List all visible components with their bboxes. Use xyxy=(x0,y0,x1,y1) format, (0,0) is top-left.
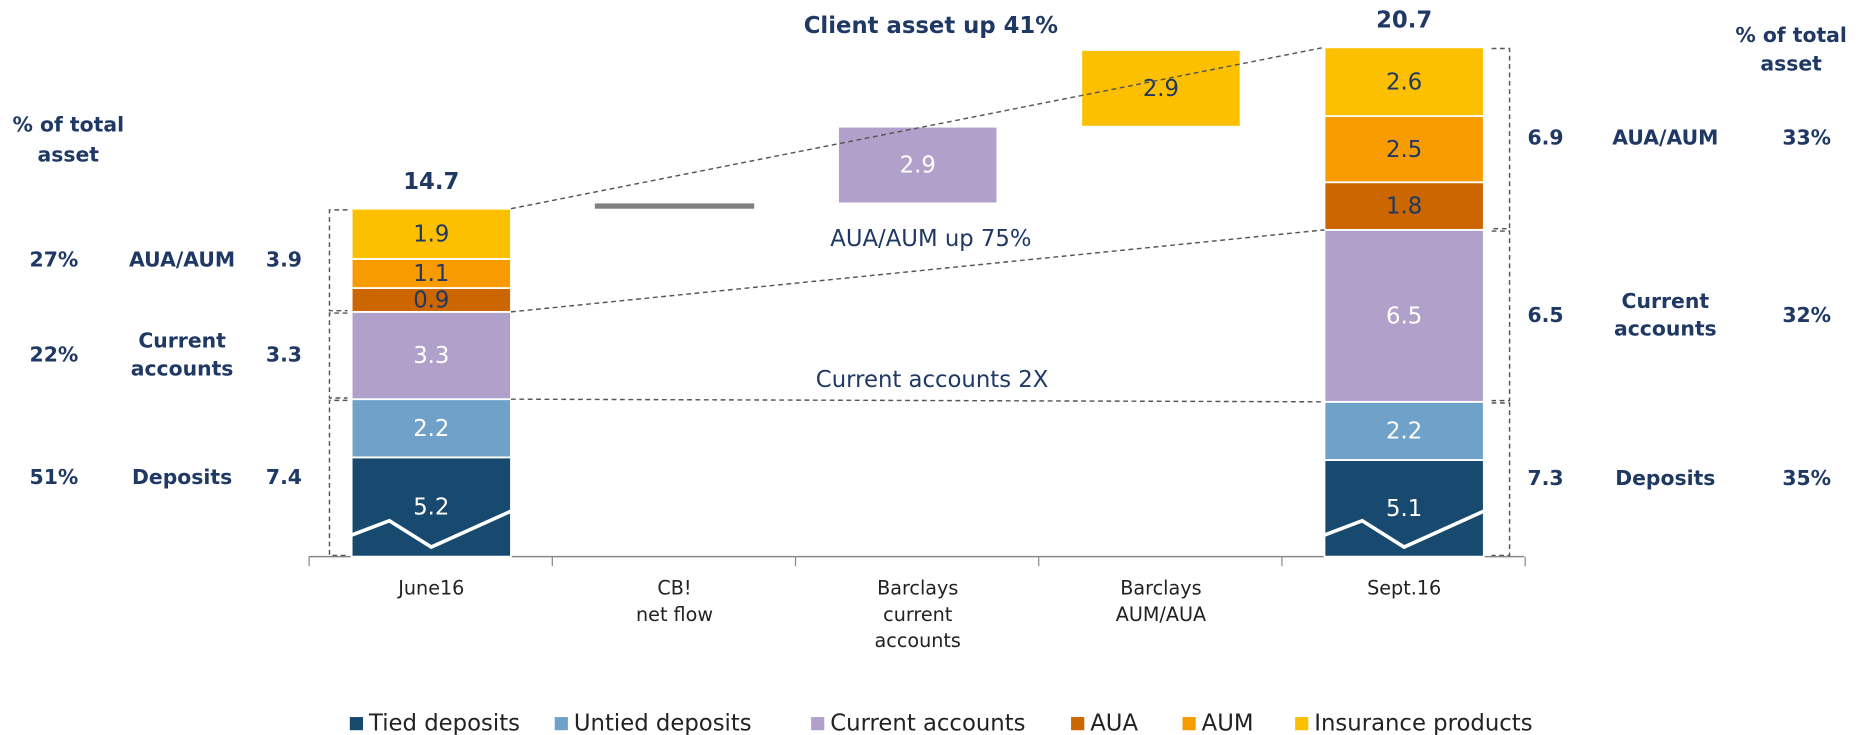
total-label: 20.7 xyxy=(1376,7,1432,33)
axis-break xyxy=(350,509,512,550)
legend-swatch xyxy=(1071,717,1085,731)
legend-label: Untied deposits xyxy=(574,711,752,735)
bracket xyxy=(1491,47,1511,230)
panel-header: asset xyxy=(1760,52,1822,76)
group-name: accounts xyxy=(131,356,234,380)
connector xyxy=(510,229,1325,313)
bar-segment xyxy=(350,398,512,459)
data-label: 2.5 xyxy=(1386,137,1422,163)
x-tick-label: June16 xyxy=(397,576,464,599)
bar-segment xyxy=(837,125,999,205)
data-label: 5.1 xyxy=(1386,496,1422,522)
connector xyxy=(510,46,1325,210)
legend-label: Current accounts xyxy=(830,711,1025,735)
bar-segment xyxy=(1323,400,1485,461)
x-tick-label: Barclays xyxy=(877,576,958,599)
bracket xyxy=(328,209,348,312)
share: 51% xyxy=(30,465,79,489)
group-name: Current xyxy=(1622,289,1710,313)
x-tick-label: Barclays xyxy=(1120,576,1201,599)
legend-label: Tied deposits xyxy=(368,711,520,735)
group-value: 6.9 xyxy=(1527,126,1563,150)
group-value: 3.3 xyxy=(266,343,302,367)
bracket xyxy=(1491,230,1511,402)
total-label: 14.7 xyxy=(403,169,459,195)
annotation: Current accounts 2X xyxy=(816,367,1049,393)
axis-break xyxy=(1323,509,1485,550)
data-label: 1.1 xyxy=(413,261,449,287)
panel-header: % of total xyxy=(13,113,125,137)
group-name: AUA/AUM xyxy=(129,247,235,271)
group-name: AUA/AUM xyxy=(1612,126,1718,150)
group-name: Current xyxy=(138,329,226,353)
group-value: 3.9 xyxy=(266,247,302,271)
share: 35% xyxy=(1782,466,1831,490)
data-label: 0.9 xyxy=(413,288,449,314)
x-tick-label: Sept.16 xyxy=(1367,576,1441,599)
legend-swatch xyxy=(1295,717,1309,731)
data-label: 2.2 xyxy=(1386,419,1422,445)
group-name: Deposits xyxy=(1615,466,1715,490)
bar-segment xyxy=(350,456,512,558)
bar-segment xyxy=(350,258,512,289)
panel-header: % of total xyxy=(1735,23,1847,47)
bracket xyxy=(1491,402,1511,557)
bar-segment xyxy=(1323,228,1485,403)
group-name: accounts xyxy=(1614,317,1717,341)
chart-title: Client asset up 41% xyxy=(804,13,1059,39)
legend-label: Insurance products xyxy=(1314,711,1532,735)
x-tick-label: net flow xyxy=(636,603,713,626)
legend-label: AUM xyxy=(1202,711,1254,735)
connector xyxy=(510,398,1325,403)
data-label: 1.8 xyxy=(1386,194,1422,220)
x-tick-label: current xyxy=(883,603,953,626)
data-label: 2.2 xyxy=(413,416,449,442)
bracket xyxy=(328,312,348,399)
group-value: 7.3 xyxy=(1527,466,1563,490)
group-value: 7.4 xyxy=(266,465,302,489)
x-tick-label: CB! xyxy=(657,576,691,599)
data-label: 6.5 xyxy=(1386,304,1422,330)
share: 22% xyxy=(30,343,79,367)
group-name: Deposits xyxy=(132,465,232,489)
x-tick-label: AUM/AUA xyxy=(1116,603,1206,626)
net-flow-bar xyxy=(594,203,755,209)
bar-segment xyxy=(1323,459,1485,558)
data-label: 5.2 xyxy=(413,495,449,521)
legend-label: AUA xyxy=(1090,711,1138,735)
share: 33% xyxy=(1782,126,1831,150)
bar-segment xyxy=(1323,46,1485,118)
legend-swatch xyxy=(811,717,825,731)
bar-segment xyxy=(1323,115,1485,184)
data-label: 2.9 xyxy=(900,153,936,179)
panel-header: asset xyxy=(38,143,100,167)
bar-segment xyxy=(350,207,512,260)
data-label: 3.3 xyxy=(413,343,449,369)
bar-segment xyxy=(1323,181,1485,231)
data-label: 2.9 xyxy=(1143,76,1179,102)
bar-segment xyxy=(1080,49,1242,128)
legend-swatch xyxy=(1182,717,1196,731)
group-value: 6.5 xyxy=(1527,303,1563,327)
bar-segment xyxy=(350,310,512,401)
share: 32% xyxy=(1782,303,1831,327)
data-label: 2.6 xyxy=(1386,69,1422,95)
legend-swatch xyxy=(349,717,364,731)
x-tick-label: accounts xyxy=(875,629,961,652)
share: 27% xyxy=(30,247,79,271)
legend-swatch xyxy=(554,717,568,731)
data-label: 1.9 xyxy=(413,222,449,248)
bracket xyxy=(328,399,348,557)
annotation: AUA/AUM up 75% xyxy=(830,226,1031,252)
